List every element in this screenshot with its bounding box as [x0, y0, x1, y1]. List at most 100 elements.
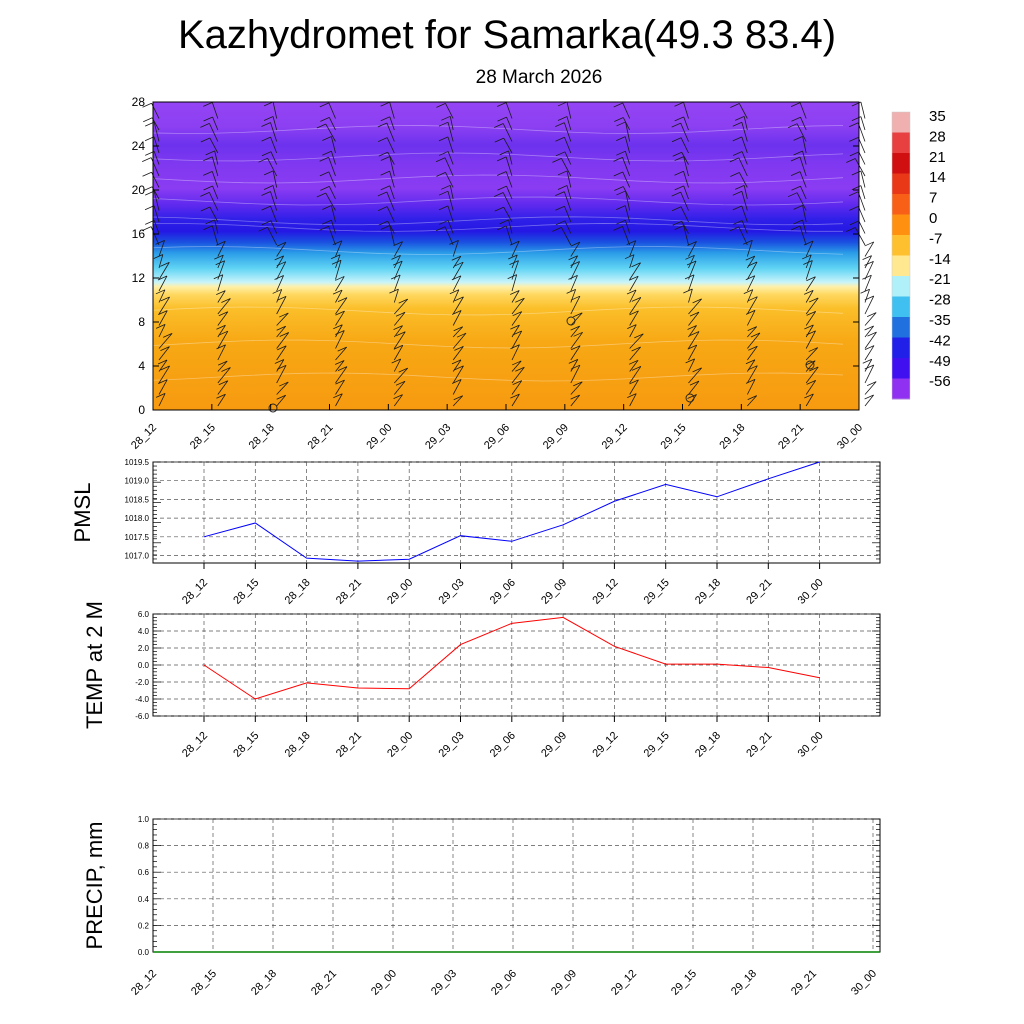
wind-barb [150, 226, 160, 246]
wind-barb [386, 122, 395, 142]
wind-barb-flag [745, 255, 755, 261]
colorbar-box [892, 132, 910, 154]
wind-barb-flag [510, 290, 520, 295]
wind-barb [276, 255, 285, 269]
wind-barb-flag [203, 102, 213, 107]
wind-barb-flag [261, 151, 272, 157]
wind-barb-flag [320, 186, 330, 191]
wind-barb-flag [497, 171, 507, 176]
wind-barb-flag [454, 296, 464, 302]
wind-barb [217, 367, 231, 384]
wind-barb-flag [438, 151, 449, 156]
wind-barb [563, 122, 572, 142]
wind-barb-flag [568, 255, 578, 261]
wind-barb-flag [732, 205, 742, 211]
wind-barb [805, 347, 819, 361]
wind-barb-flag [143, 117, 153, 123]
wind-barb-flag [454, 261, 464, 267]
wind-barb [802, 150, 807, 165]
wind-barb [622, 186, 631, 200]
wind-barb-flag [846, 227, 856, 232]
wind-barb [746, 289, 754, 303]
wind-barb [389, 185, 395, 200]
wind-barb-flag [862, 358, 872, 364]
wind-barb [158, 359, 168, 372]
wind-barb-flag [155, 289, 166, 295]
wind-barb [276, 261, 287, 280]
wind-barb [452, 395, 464, 407]
wind-barb [449, 116, 454, 131]
wind-barb [329, 186, 336, 200]
wind-barb [802, 219, 807, 234]
wind-barb-flag [377, 137, 388, 142]
wind-barb-flag [849, 151, 860, 157]
wind-barb [570, 261, 580, 280]
wind-barb-flag [806, 360, 816, 366]
y-tick-label: 24 [132, 139, 146, 153]
wind-barb-flag [393, 325, 403, 331]
wind-barb [217, 380, 229, 395]
wind-barb-flag [205, 219, 215, 225]
wind-barb [796, 192, 807, 211]
wind-barb [325, 123, 336, 142]
wind-barb [452, 326, 464, 338]
wind-barb-flag [279, 381, 289, 387]
x-tick-label: 28_21 [334, 577, 364, 607]
wind-barb [335, 240, 343, 257]
colorbar-label: 14 [929, 169, 946, 186]
colorbar-label: 0 [929, 210, 937, 227]
contour-line [152, 372, 844, 382]
wind-barb-flag [263, 116, 274, 121]
wind-barb-flag [674, 156, 684, 161]
wind-barb [335, 379, 345, 395]
x-tick-label: 29_03 [429, 968, 459, 998]
wind-barb-flag [322, 219, 332, 225]
wind-barb [211, 171, 219, 188]
wind-barb [864, 345, 875, 361]
wind-barb [683, 225, 689, 246]
wind-barb [387, 151, 395, 165]
wind-barb [325, 192, 336, 211]
wind-barb-flag [335, 379, 345, 385]
wind-barb [743, 116, 748, 131]
wind-barb-flag [157, 359, 168, 365]
wind-barb-flag [804, 290, 814, 295]
wind-barb-flag [732, 151, 743, 156]
wind-barb-flag [496, 156, 507, 162]
wind-barb [209, 123, 219, 142]
wind-barb-flag [793, 150, 803, 156]
wind-barb [393, 274, 401, 292]
wind-barb [270, 191, 278, 211]
wind-barb [445, 172, 454, 188]
wind-barb-flag [671, 137, 682, 143]
x-tick-label: 28_18 [283, 730, 313, 760]
contour-line [152, 339, 844, 349]
wind-barb [570, 332, 583, 349]
wind-barb-flag [687, 394, 697, 399]
wind-barb-flag [398, 298, 408, 304]
wind-barb-flag [743, 289, 753, 294]
wind-barb-flag [867, 331, 877, 337]
wind-barb-flag [555, 205, 565, 211]
x-tick-label: 29_06 [489, 968, 519, 998]
wind-barb [622, 171, 631, 188]
contour-line [152, 246, 844, 255]
wind-barb-flag [276, 394, 286, 400]
wind-barb [802, 205, 807, 223]
wind-barb [158, 240, 165, 257]
wind-barb [217, 274, 224, 292]
wind-barb-flag [671, 122, 681, 128]
wind-barb [452, 296, 464, 315]
contour-line [152, 196, 844, 206]
wind-barb-flag [261, 205, 271, 211]
colorbar-label: -56 [929, 373, 951, 390]
wind-barb-flag [160, 365, 170, 371]
x-tick-label: 28_15 [231, 730, 261, 760]
wind-barb [276, 332, 290, 349]
wind-barb [335, 346, 347, 361]
wind-barb [624, 151, 631, 165]
wind-barb [864, 241, 875, 257]
wind-barb-flag [337, 297, 348, 302]
wind-barb-flag [568, 274, 578, 280]
x-tick-label: 30_00 [796, 577, 826, 607]
